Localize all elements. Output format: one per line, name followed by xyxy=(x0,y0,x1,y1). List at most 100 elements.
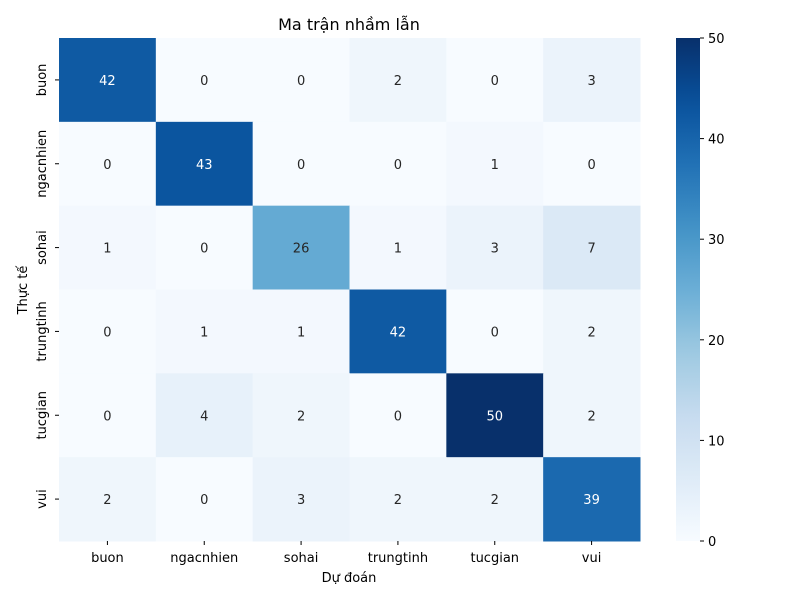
heatmap-cell xyxy=(446,457,544,542)
x-axis-label: Dự đoán xyxy=(322,571,377,586)
heatmap-cell xyxy=(349,121,447,207)
heatmap-cell xyxy=(59,38,157,123)
cell-value-label: 7 xyxy=(587,242,595,257)
x-tick-label: vui xyxy=(582,551,602,566)
x-tick-label: tucgian xyxy=(470,551,519,566)
y-tick-label: sohai xyxy=(35,230,50,265)
heatmap-cell xyxy=(155,457,254,542)
heatmap-cell xyxy=(252,38,350,123)
chart-title: Ma trận nhầm lẫn xyxy=(278,15,420,34)
heatmap-cell xyxy=(446,205,544,290)
heatmap-cell xyxy=(155,121,254,207)
cell-value-label: 42 xyxy=(99,74,116,89)
cell-value-label: 2 xyxy=(491,493,499,508)
heatmap-cell xyxy=(543,373,641,458)
cell-value-label: 42 xyxy=(390,325,407,340)
heatmap-cell-labels: 42 0 0 2 0 30 43 0 0 1 01 0 26 1 3 70 1 1 42 0 20 4 2 0 50 22 0 3 2 2… xyxy=(99,74,600,508)
heatmap-cell xyxy=(155,373,254,458)
cell-value-label: 0 xyxy=(297,158,305,173)
cell-value-label: 43 xyxy=(196,158,213,173)
cell-value-label: 0 xyxy=(491,74,499,89)
colorbar-tick-label: 50 xyxy=(708,32,725,47)
cell-value-label: 2 xyxy=(587,409,595,424)
colorbar xyxy=(676,38,700,541)
heatmap-cell xyxy=(59,121,157,207)
cell-value-label: 2 xyxy=(587,325,595,340)
heatmap-cell xyxy=(446,373,544,458)
y-tick-label: vui xyxy=(35,489,50,509)
y-tick-label: buon xyxy=(35,64,50,97)
cell-value-label: 4 xyxy=(200,409,208,424)
cell-value-label: 0 xyxy=(103,409,111,424)
cell-value-label: 2 xyxy=(394,493,402,508)
heatmap-cells xyxy=(59,38,641,542)
colorbar-tick-label: 40 xyxy=(708,133,725,148)
colorbar-tick-label: 0 xyxy=(708,535,716,550)
colorbar-tick-label: 20 xyxy=(708,334,725,349)
cell-value-label: 0 xyxy=(103,158,111,173)
heatmap-cell xyxy=(446,38,544,123)
cell-value-label: 1 xyxy=(297,325,305,340)
heatmap-cell xyxy=(349,373,447,458)
heatmap-cell xyxy=(252,289,350,374)
heatmap-cell xyxy=(252,457,350,542)
heatmap-cell xyxy=(155,289,254,374)
heatmap-cell xyxy=(543,121,641,207)
colorbar-ticks: 0 10 20 30 40 50 xyxy=(700,32,725,550)
x-axis-ticks: buon ngacnhien sohai trungtinh tucgian vui xyxy=(91,541,601,566)
heatmap-cell xyxy=(252,121,350,207)
colorbar-tick-label: 30 xyxy=(708,233,725,248)
cell-value-label: 3 xyxy=(491,242,499,257)
heatmap-cell xyxy=(59,457,157,542)
colorbar-tick-label: 10 xyxy=(708,434,725,449)
heatmap-cell xyxy=(543,457,641,542)
y-tick-label: tucgian xyxy=(35,391,50,440)
cell-value-label: 2 xyxy=(394,74,402,89)
heatmap-cell xyxy=(252,205,350,290)
cell-value-label: 0 xyxy=(200,242,208,257)
heatmap-cell xyxy=(252,373,350,458)
cell-value-label: 0 xyxy=(394,158,402,173)
cell-value-label: 26 xyxy=(293,242,310,257)
cell-value-label: 1 xyxy=(200,325,208,340)
heatmap-cell xyxy=(446,289,544,374)
cell-value-label: 0 xyxy=(297,74,305,89)
cell-value-label: 1 xyxy=(491,158,499,173)
heatmap-cell xyxy=(349,205,447,290)
cell-value-label: 1 xyxy=(394,242,402,257)
cell-value-label: 0 xyxy=(394,409,402,424)
cell-value-label: 50 xyxy=(486,409,503,424)
y-tick-label: ngacnhien xyxy=(35,130,50,198)
heatmap-cell xyxy=(349,38,447,123)
cell-value-label: 2 xyxy=(103,493,111,508)
x-tick-label: ngacnhien xyxy=(170,551,238,566)
cell-value-label: 1 xyxy=(103,242,111,257)
cell-value-label: 0 xyxy=(103,325,111,340)
heatmap-cell xyxy=(59,289,157,374)
x-tick-label: trungtinh xyxy=(368,551,428,566)
y-axis-label: Thực tế xyxy=(16,266,31,316)
cell-value-label: 0 xyxy=(200,74,208,89)
heatmap-cell xyxy=(349,457,447,542)
heatmap-cell xyxy=(59,205,157,290)
cell-value-label: 3 xyxy=(587,74,595,89)
cell-value-label: 39 xyxy=(583,493,600,508)
heatmap-cell xyxy=(349,289,447,374)
heatmap-cell xyxy=(59,373,157,458)
x-tick-label: buon xyxy=(91,551,124,566)
heatmap-cell xyxy=(155,38,254,123)
x-tick-label: sohai xyxy=(284,551,319,566)
heatmap-cell xyxy=(446,121,544,207)
cell-value-label: 0 xyxy=(491,325,499,340)
heatmap-cell xyxy=(543,289,641,374)
cell-value-label: 3 xyxy=(297,493,305,508)
cell-value-label: 0 xyxy=(587,158,595,173)
heatmap-cell xyxy=(543,205,641,290)
cell-value-label: 2 xyxy=(297,409,305,424)
y-tick-label: trungtinh xyxy=(35,301,50,361)
heatmap-cell xyxy=(543,38,641,123)
heatmap-cell xyxy=(155,205,254,290)
cell-value-label: 0 xyxy=(200,493,208,508)
y-axis-ticks: buon ngacnhien sohai trungtinh tucgian vui xyxy=(35,64,59,509)
